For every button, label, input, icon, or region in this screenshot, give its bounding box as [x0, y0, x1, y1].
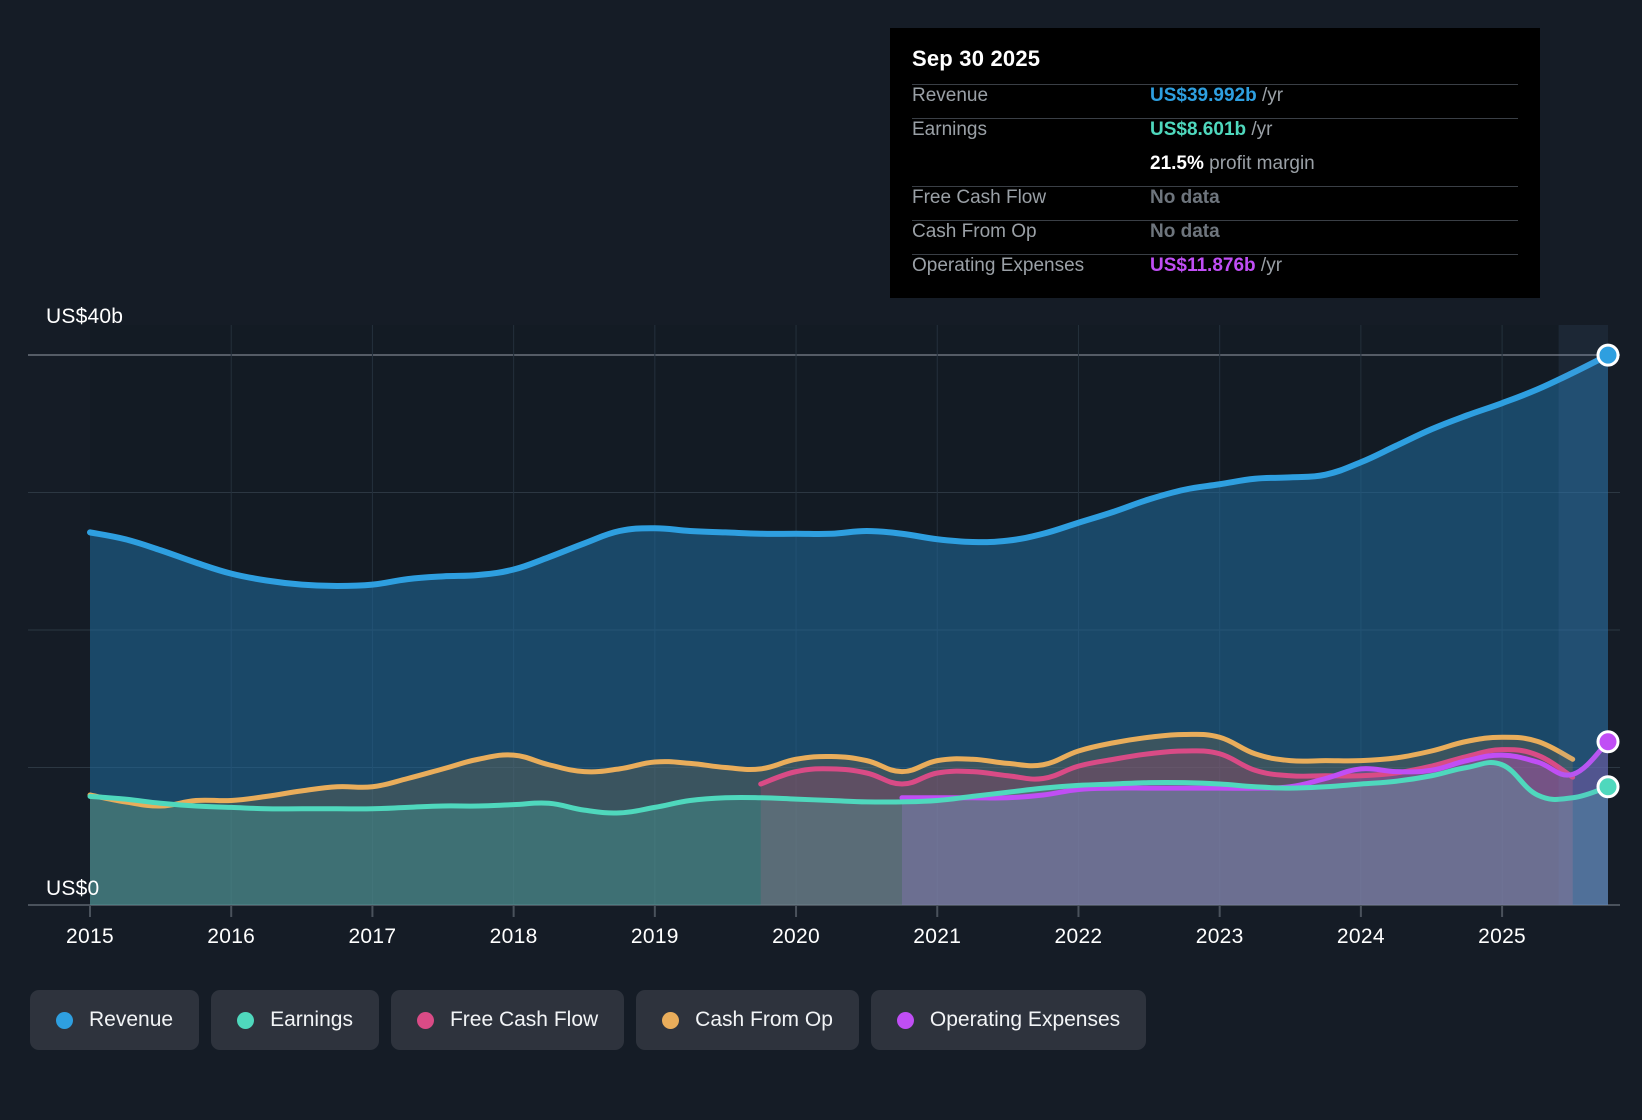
- x-axis-label: 2020: [772, 925, 820, 948]
- tooltip-row-suffix: /yr: [1256, 85, 1284, 106]
- area-earnings: [90, 762, 1608, 905]
- legend-color-dot-icon: [662, 1011, 680, 1029]
- tooltip-row-label: Cash From Op: [912, 221, 1037, 242]
- tooltip-row-label: Earnings: [912, 119, 987, 140]
- tooltip-row-suffix: /yr: [1246, 119, 1273, 140]
- legend-color-dot-icon: [237, 1011, 255, 1029]
- area-free-cash-flow: [760, 749, 1573, 905]
- tooltip-row-value: No data: [1150, 187, 1220, 209]
- area-operating-expenses: [901, 741, 1608, 905]
- x-axis-label: 2018: [489, 925, 538, 948]
- tooltip-rows: Revenue US$39.992b /yr Earnings US$8.601b /…: [912, 84, 1518, 288]
- legend-item-label: Operating Expenses: [929, 1008, 1121, 1031]
- tooltip-row-number: US$8.601b: [1150, 119, 1247, 140]
- line-earnings: [87, 760, 1611, 816]
- x-axis-label: 2023: [1195, 925, 1244, 948]
- line-free-cash-flow: [758, 747, 1576, 787]
- tooltip-row: Earnings US$8.601b /yr: [912, 118, 1518, 152]
- tooltip-row-value: 21.5% profit margin: [1150, 153, 1315, 175]
- tooltip-row-suffix: profit margin: [1203, 153, 1315, 174]
- y-axis-bottom-label: US$0: [46, 877, 100, 900]
- tooltip-row-label: Revenue: [912, 85, 989, 106]
- tooltip-row: Free Cash Flow No data: [912, 186, 1518, 220]
- tooltip-row-number: No data: [1150, 187, 1220, 208]
- legend-item-operating-expenses[interactable]: Operating Expenses: [870, 990, 1147, 1050]
- legend-color-dot-icon: [56, 1011, 73, 1029]
- tooltip-row-value: US$11.876b /yr: [1150, 255, 1282, 277]
- x-axis-label: 2016: [207, 925, 256, 948]
- tooltip-row: Cash From Op No data: [912, 220, 1518, 254]
- area-cash-from-op: [90, 734, 1573, 905]
- right-edge-mask: [1620, 0, 1642, 1120]
- x-axis-label: 2022: [1054, 925, 1103, 948]
- tooltip-row-number: US$39.992b: [1150, 85, 1257, 106]
- legend-item-label: Revenue: [89, 1008, 174, 1031]
- tooltip-row: 21.5% profit margin: [912, 152, 1518, 186]
- line-cash-from-op: [87, 731, 1576, 809]
- endpoint-marker-operating-expenses: [1596, 730, 1620, 754]
- tooltip-row-suffix: /yr: [1255, 255, 1283, 276]
- legend-item-label: Cash From Op: [695, 1008, 833, 1031]
- legend-item-label: Earnings: [270, 1008, 353, 1031]
- x-axis-label: 2024: [1336, 925, 1385, 948]
- tooltip-row-value: No data: [1150, 221, 1220, 243]
- tooltip-row: Revenue US$39.992b /yr: [912, 84, 1518, 118]
- endpoint-marker-revenue: [1596, 343, 1620, 367]
- tooltip-row-number: No data: [1150, 221, 1220, 242]
- legend-color-dot-icon: [896, 1011, 914, 1029]
- legend-item-free-cash-flow[interactable]: Free Cash Flow: [390, 990, 625, 1050]
- x-axis-label: 2025: [1478, 925, 1527, 948]
- latest-period-highlight-band: [1558, 325, 1608, 905]
- tooltip-row-label: Operating Expenses: [912, 255, 1085, 276]
- tooltip-row-label: Free Cash Flow: [912, 187, 1047, 208]
- legend-color-dot-icon: [416, 1011, 434, 1029]
- y-axis-top-label: US$40b: [46, 305, 124, 328]
- tooltip-row-value: US$8.601b /yr: [1150, 119, 1273, 141]
- tooltip-row-value: US$39.992b /yr: [1150, 85, 1283, 107]
- tooltip-row: Operating Expenses US$11.876b /yr: [912, 254, 1518, 288]
- tooltip-row-number: 21.5%: [1150, 153, 1204, 174]
- x-axis-label: 2017: [348, 925, 397, 948]
- legend-item-revenue[interactable]: Revenue: [30, 990, 200, 1050]
- legend-item-cash-from-op[interactable]: Cash From Op: [636, 990, 859, 1050]
- x-axis-label: 2021: [913, 925, 962, 948]
- x-axis-label: 2015: [66, 925, 114, 948]
- area-revenue: [90, 355, 1608, 905]
- legend-item-earnings[interactable]: Earnings: [211, 990, 379, 1050]
- line-revenue: [87, 352, 1611, 589]
- data-tooltip: Sep 30 2025 Revenue US$39.992b /yr Earning…: [890, 28, 1540, 298]
- x-axis-label: 2019: [630, 925, 679, 948]
- tooltip-row-number: US$11.876b: [1150, 255, 1256, 276]
- x-axis-labels: 2015 2016 2017 2018 2019 2020 2021 2022 2023 2024…: [0, 925, 1642, 965]
- chart-legend: Revenue Earnings Free Cash Flow Cash From O…: [30, 990, 1147, 1050]
- legend-item-label: Free Cash Flow: [449, 1008, 599, 1031]
- endpoint-marker-earnings: [1596, 775, 1620, 799]
- tooltip-date: Sep 30 2025: [912, 46, 1041, 71]
